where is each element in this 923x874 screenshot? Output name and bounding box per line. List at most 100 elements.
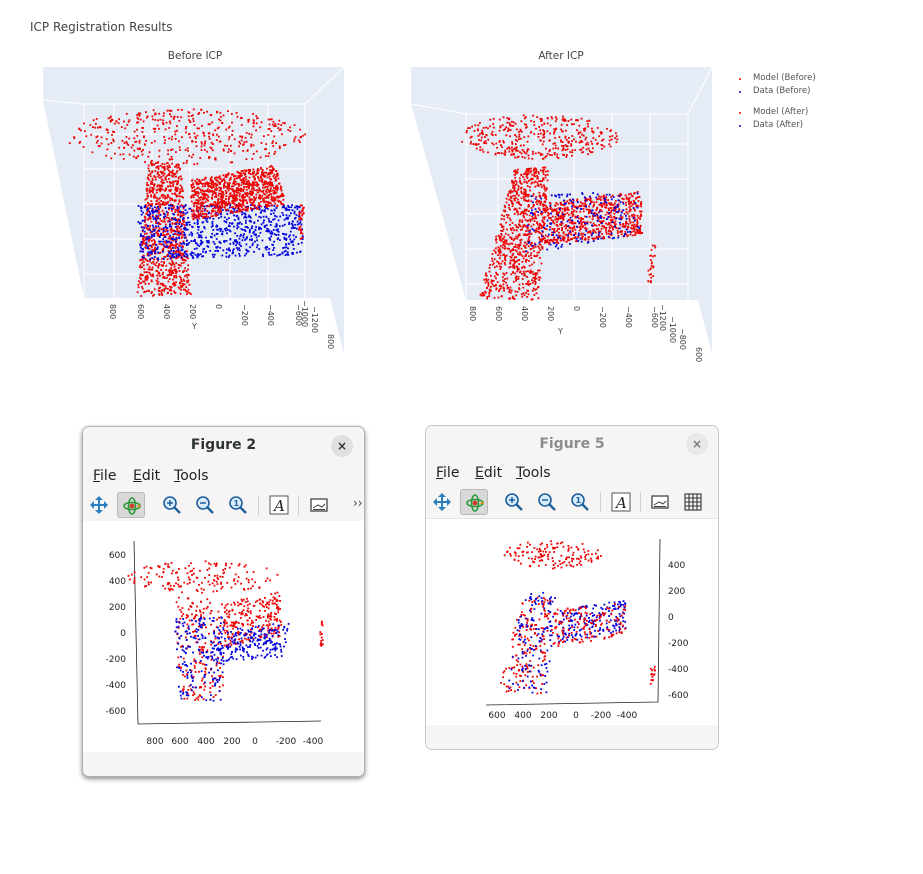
- model-point: [192, 183, 195, 186]
- data-point: [286, 218, 289, 220]
- model-point: [158, 174, 161, 176]
- model-point: [216, 111, 218, 114]
- data-point: [572, 198, 574, 201]
- data-point: [251, 208, 254, 210]
- after-3d-plot[interactable]: 800 600 400 200 0 −200 −400 −600 Y −1200 −1000 −8…: [408, 64, 718, 364]
- before-3d-plot[interactable]: 800 600 400 200 0 −200 −400 −600 Y −1000 −1200 8…: [40, 64, 350, 364]
- model-point: [542, 205, 545, 207]
- data-point: [156, 210, 158, 213]
- data-point: [185, 228, 188, 231]
- model-point: [233, 175, 235, 178]
- model-point: [591, 237, 594, 240]
- data-point: [209, 249, 211, 252]
- model-point: [571, 154, 573, 157]
- model-point: [553, 229, 556, 232]
- model-point: [543, 216, 546, 218]
- model-point: [210, 187, 213, 190]
- model-point: [566, 154, 568, 156]
- model-point: [568, 219, 571, 221]
- model-point: [245, 193, 248, 195]
- data-point: [215, 212, 218, 214]
- data-point: [285, 233, 287, 236]
- model-point: [529, 218, 531, 221]
- model-point: [536, 254, 539, 257]
- model-point: [236, 211, 238, 213]
- model-point: [153, 185, 155, 187]
- model-point: [222, 114, 225, 117]
- model-point: [593, 204, 595, 206]
- model-point: [175, 262, 178, 265]
- model-point: [192, 217, 195, 220]
- data-point: [238, 237, 241, 240]
- model-point: [588, 150, 591, 152]
- model-point: [524, 241, 527, 244]
- model-point: [170, 175, 173, 177]
- model-point: [121, 139, 124, 142]
- model-point: [113, 122, 116, 125]
- model-point: [264, 203, 267, 206]
- model-point: [538, 126, 541, 128]
- model-point: [187, 264, 190, 267]
- model-point: [169, 245, 172, 248]
- model-point: [160, 200, 163, 202]
- model-point: [218, 182, 221, 185]
- model-point: [507, 286, 509, 289]
- model-point: [105, 154, 108, 157]
- model-point: [604, 226, 607, 229]
- model-point: [614, 224, 616, 227]
- data-point: [254, 229, 257, 232]
- model-point: [630, 224, 633, 227]
- model-point: [513, 298, 516, 300]
- model-point: [158, 201, 161, 204]
- model-point: [522, 265, 525, 268]
- model-point: [162, 114, 165, 117]
- model-point: [164, 139, 166, 142]
- model-point: [246, 149, 249, 152]
- model-point: [504, 278, 506, 280]
- model-point: [592, 205, 595, 208]
- model-point: [97, 126, 99, 129]
- data-point: [227, 256, 230, 258]
- model-point: [222, 186, 225, 189]
- data-point: [184, 209, 187, 211]
- model-point: [527, 270, 529, 272]
- model-point: [502, 228, 505, 231]
- model-point: [600, 220, 603, 223]
- model-point: [216, 206, 219, 209]
- model-point: [168, 120, 171, 123]
- model-point: [534, 289, 537, 291]
- model-point: [608, 216, 611, 218]
- model-point: [484, 136, 486, 138]
- model-point: [241, 196, 243, 199]
- model-point: [168, 189, 170, 192]
- data-point: [211, 224, 214, 227]
- model-point: [160, 220, 163, 222]
- model-point: [139, 273, 142, 276]
- data-point: [276, 229, 279, 232]
- model-point: [534, 255, 537, 258]
- model-point: [224, 186, 227, 188]
- model-point: [578, 226, 581, 229]
- data-point: [164, 245, 167, 248]
- model-point: [254, 198, 257, 201]
- model-point: [171, 199, 174, 201]
- data-point: [185, 224, 188, 226]
- model-point: [257, 208, 260, 210]
- model-point: [167, 185, 170, 188]
- data-point: [270, 230, 273, 233]
- model-point: [503, 152, 506, 155]
- model-point: [640, 205, 643, 208]
- data-point: [216, 225, 219, 228]
- data-point: [272, 229, 275, 231]
- model-point: [524, 245, 526, 248]
- model-point: [195, 187, 198, 190]
- model-point: [630, 205, 633, 207]
- data-point: [200, 242, 203, 245]
- data-point: [175, 237, 178, 239]
- model-point: [268, 190, 271, 192]
- data-point: [220, 228, 223, 231]
- model-point: [99, 126, 101, 129]
- model-point: [149, 191, 152, 193]
- model-point: [516, 193, 518, 195]
- data-point: [619, 214, 622, 217]
